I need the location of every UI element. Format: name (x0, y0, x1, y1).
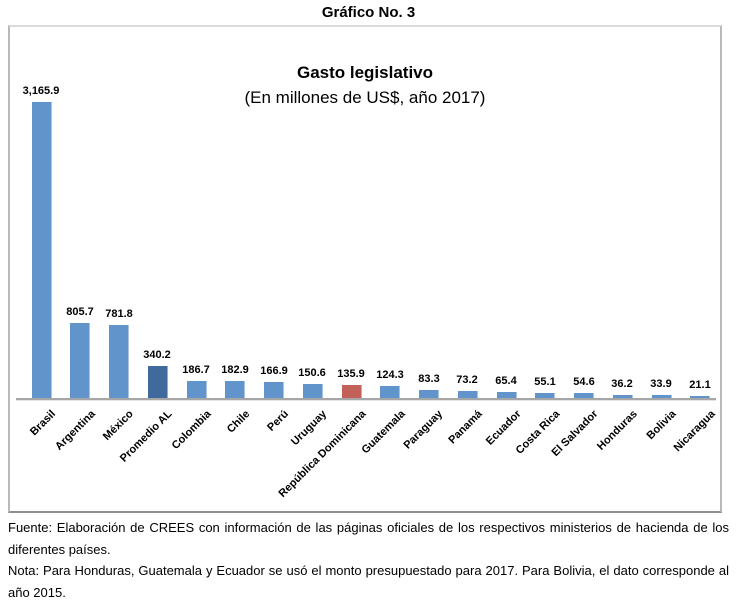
bar-value-label: 781.8 (105, 308, 133, 320)
bar-value-label: 73.2 (456, 374, 478, 386)
chart-bar (109, 325, 129, 398)
bar-value-label: 3,165.9 (22, 85, 60, 97)
bar-value-label: 150.6 (298, 367, 326, 379)
chart-bar (264, 382, 284, 398)
x-axis-label: Brasil (28, 408, 59, 439)
legislative-spending-chart: Gasto legislativo (En millones de US$, a… (8, 25, 722, 513)
x-axis-label: Honduras (594, 408, 640, 453)
x-axis-label: Perú (264, 408, 291, 434)
chart-bar (303, 384, 323, 398)
bar-value-label: 65.4 (495, 375, 517, 387)
chart-bar (458, 391, 478, 398)
x-axis-label: Panamá (446, 408, 485, 447)
bar-value-label: 186.7 (182, 364, 210, 376)
chart-bar (574, 393, 594, 398)
bar-value-label: 135.9 (337, 368, 365, 380)
bar-value-label: 166.9 (260, 365, 288, 377)
bar-value-label: 182.9 (221, 364, 249, 376)
x-axis-label: Colombia (169, 408, 214, 452)
x-axis-label: Uruguay (289, 408, 330, 449)
chart-bar (148, 366, 168, 398)
x-axis-label: Bolivia (644, 408, 679, 442)
chart-bar (70, 323, 90, 398)
x-axis-label: Nicaragua (671, 408, 718, 455)
chart-bar (613, 395, 633, 398)
chart-bar (225, 381, 245, 398)
x-axis-label: Argentina (52, 408, 98, 453)
source-note: Fuente: Elaboración de CREES con informa… (8, 520, 729, 557)
x-axis-label: México (100, 408, 136, 443)
chart-bar (32, 102, 52, 398)
bar-value-label: 55.1 (534, 376, 556, 388)
x-axis-label: Ecuador (483, 408, 524, 448)
chart-bar (419, 390, 439, 398)
chart-bar (535, 393, 555, 398)
chart-bar (690, 396, 710, 398)
chart-bar (497, 392, 517, 398)
x-axis-label: Chile (224, 408, 253, 436)
chart-bar (380, 386, 400, 398)
bar-value-label: 340.2 (143, 349, 171, 361)
bar-value-label: 83.3 (418, 373, 440, 385)
bar-value-label: 54.6 (573, 376, 595, 388)
chart-bar (187, 381, 207, 398)
chart-bar (652, 395, 672, 398)
bar-value-label: 21.1 (689, 379, 711, 391)
x-axis-line (16, 398, 716, 400)
chart-subtitle: (En millones de US$, año 2017) (244, 88, 486, 107)
chart-title: Gasto legislativo (296, 63, 434, 82)
x-axis-label: Paraguay (401, 408, 446, 452)
bar-value-label: 36.2 (611, 378, 633, 390)
page-title: Gráfico No. 3 (321, 4, 416, 21)
bar-value-label: 805.7 (66, 306, 94, 318)
chart-bar (342, 385, 362, 398)
chart-footer: Fuente: Elaboración de CREES con informa… (8, 517, 729, 603)
methodology-note: Nota: Para Honduras, Guatemala y Ecuador… (8, 563, 729, 600)
bar-value-label: 33.9 (650, 378, 672, 390)
bar-value-label: 124.3 (376, 369, 404, 381)
